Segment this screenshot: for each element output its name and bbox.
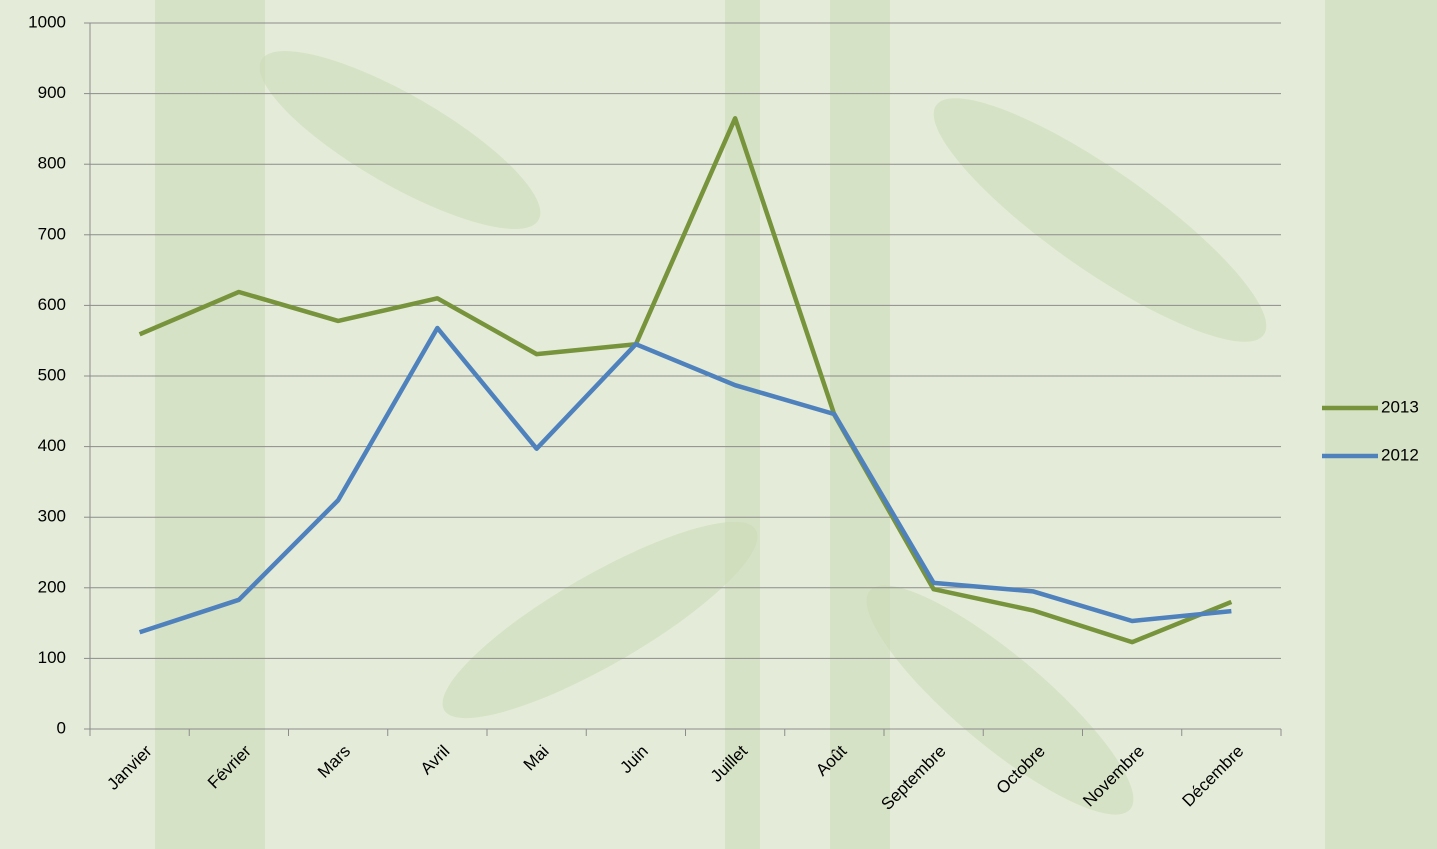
series-line [138,325,1232,635]
y-tick-label: 200 [38,577,66,596]
bamboo-decoration [155,0,1437,849]
y-tick-label: 1000 [28,12,66,31]
y-tick-label: 500 [38,365,66,384]
y-tick-label: 400 [38,436,66,455]
y-tick-label: 700 [38,224,66,243]
y-tick-label: 600 [38,295,66,314]
series-line [138,116,1233,645]
y-tick-label: 100 [38,648,66,667]
y-tick-label: 0 [57,718,66,737]
y-tick-label: 800 [38,154,66,173]
legend-label: 2012 [1381,445,1419,464]
y-tick-label: 900 [38,83,66,102]
y-tick-label: 300 [38,507,66,526]
legend-label: 2013 [1381,397,1419,416]
